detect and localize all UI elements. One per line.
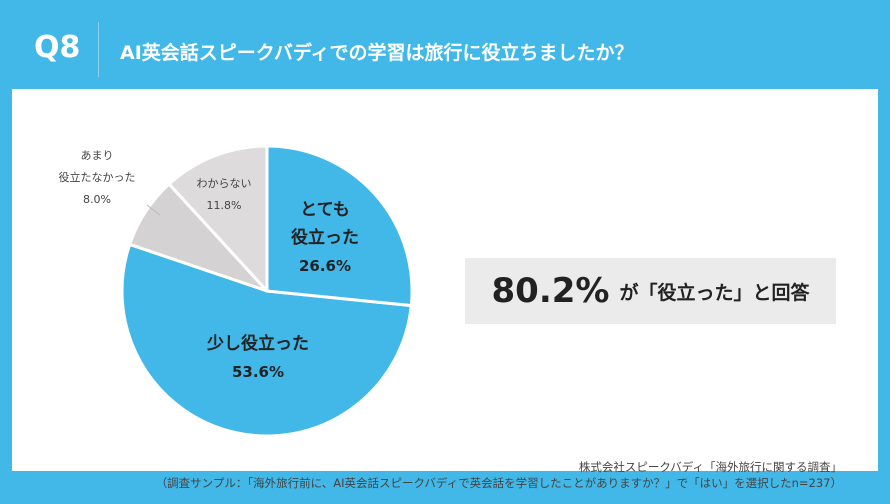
slice-label-unknown: わからない 11.8% [197, 173, 252, 217]
value-label: 11.8% [206, 199, 242, 212]
pie-slice-0 [265, 144, 414, 308]
value-label: 53.6% [231, 363, 285, 381]
label-line: わからない [196, 177, 252, 190]
slice-label-somewhat-helpful: 少し役立った 53.6% [207, 330, 309, 386]
value-label: 8.0% [83, 193, 111, 206]
callout-text: が「役立った」と回答 [619, 281, 810, 304]
pie-slice-1 [120, 242, 413, 438]
divider [98, 22, 99, 77]
callout-percent: 80.2% [491, 271, 610, 311]
label-line: とても [300, 200, 350, 220]
question-number: Q8 [34, 30, 81, 65]
pie-slice-3 [166, 144, 269, 295]
label-line: 役立った [291, 228, 359, 248]
question-title: AI英会話スピークバディでの学習は旅行に役立ちましたか？ [120, 42, 634, 64]
slice-label-not-helpful: あまり 役立たなかった 8.0% [59, 145, 136, 211]
callout-box: 80.2% が「役立った」と回答 [465, 258, 836, 324]
value-label: 26.6% [298, 257, 352, 275]
label-line: 役立たなかった [58, 171, 136, 184]
label-line: 少し役立った [207, 334, 309, 354]
slice-label-very-helpful: とても 役立った 26.6% [291, 196, 359, 280]
label-line: あまり [80, 149, 114, 162]
source-line: （調査サンプル：「海外旅行前に、AI英会話スピークバディで英会話を学習したことが… [155, 476, 842, 490]
source-note: 株式会社スピークバディ「海外旅行に関する調査」 （調査サンプル：「海外旅行前に、… [156, 459, 842, 491]
source-line: 株式会社スピークバディ「海外旅行に関する調査」 [578, 460, 842, 474]
leader-line [146, 204, 161, 216]
